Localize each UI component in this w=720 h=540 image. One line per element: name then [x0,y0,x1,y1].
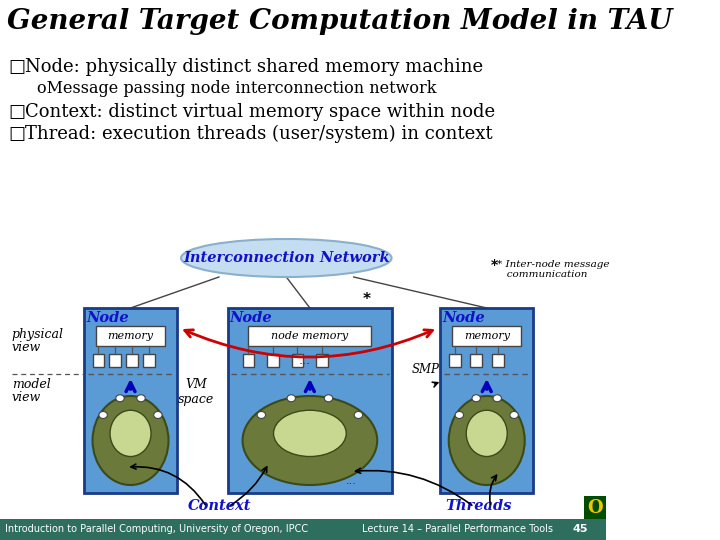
Ellipse shape [99,411,107,418]
Text: *: * [491,258,498,272]
Ellipse shape [493,395,501,402]
Text: VM
space: VM space [178,378,214,406]
Text: □: □ [9,103,25,121]
Text: Thread: execution threads (user/system) in context: Thread: execution threads (user/system) … [25,125,493,143]
Ellipse shape [153,411,162,418]
Text: ...: ... [299,354,311,367]
Bar [316,354,328,367]
Text: 45: 45 [572,524,588,535]
Ellipse shape [257,411,266,418]
Text: Node: physically distinct shared memory machine: Node: physically distinct shared memory … [25,58,483,76]
Ellipse shape [455,411,464,418]
Text: □: □ [9,58,25,76]
Ellipse shape [274,410,346,456]
Text: Context: Context [188,499,251,513]
Text: memory: memory [107,331,153,341]
Text: O: O [588,499,603,517]
Bar [109,354,121,367]
Ellipse shape [110,410,151,456]
Bar [492,354,504,367]
Text: SMP: SMP [411,363,439,376]
Text: Interconnection Network: Interconnection Network [183,251,390,265]
Bar [96,326,166,346]
Text: view: view [12,391,41,404]
Bar [585,496,606,519]
Text: Threads: Threads [445,499,511,513]
Text: Context: distinct virtual memory space within node: Context: distinct virtual memory space w… [25,103,495,121]
Text: General Target Computation Model in TAU: General Target Computation Model in TAU [6,8,672,35]
Ellipse shape [449,396,525,485]
Bar [470,354,482,367]
Ellipse shape [324,395,333,402]
Bar [0,519,606,540]
Ellipse shape [93,396,168,485]
Bar [292,354,303,367]
Bar [243,354,254,367]
Text: model: model [12,378,50,391]
Bar [143,354,155,367]
Text: view: view [12,341,41,354]
Text: □: □ [9,125,25,143]
Text: Node: Node [230,311,272,325]
Ellipse shape [181,239,392,277]
Bar [452,326,521,346]
Ellipse shape [354,411,363,418]
Text: *: * [362,292,370,307]
Bar [441,308,533,493]
Ellipse shape [243,396,377,485]
Bar [84,308,177,493]
Text: Introduction to Parallel Computing, University of Oregon, IPCC: Introduction to Parallel Computing, Univ… [5,524,308,535]
Ellipse shape [472,395,480,402]
Bar [248,326,372,346]
Ellipse shape [287,395,295,402]
Bar [267,354,279,367]
Text: physical: physical [12,328,64,341]
Bar [449,354,461,367]
Bar [228,308,392,493]
Ellipse shape [137,395,145,402]
Ellipse shape [510,411,518,418]
Text: Node: Node [442,311,485,325]
Bar [93,354,104,367]
Ellipse shape [116,395,125,402]
Text: oMessage passing node interconnection network: oMessage passing node interconnection ne… [37,80,436,97]
Text: memory: memory [464,331,510,341]
Text: * Inter-node message
   communication: * Inter-node message communication [497,260,609,279]
Text: Lecture 14 – Parallel Performance Tools: Lecture 14 – Parallel Performance Tools [362,524,553,535]
Text: Node: Node [86,311,128,325]
Text: node memory: node memory [271,331,348,341]
Bar [126,354,138,367]
Text: ...: ... [346,476,356,486]
Ellipse shape [467,410,507,456]
